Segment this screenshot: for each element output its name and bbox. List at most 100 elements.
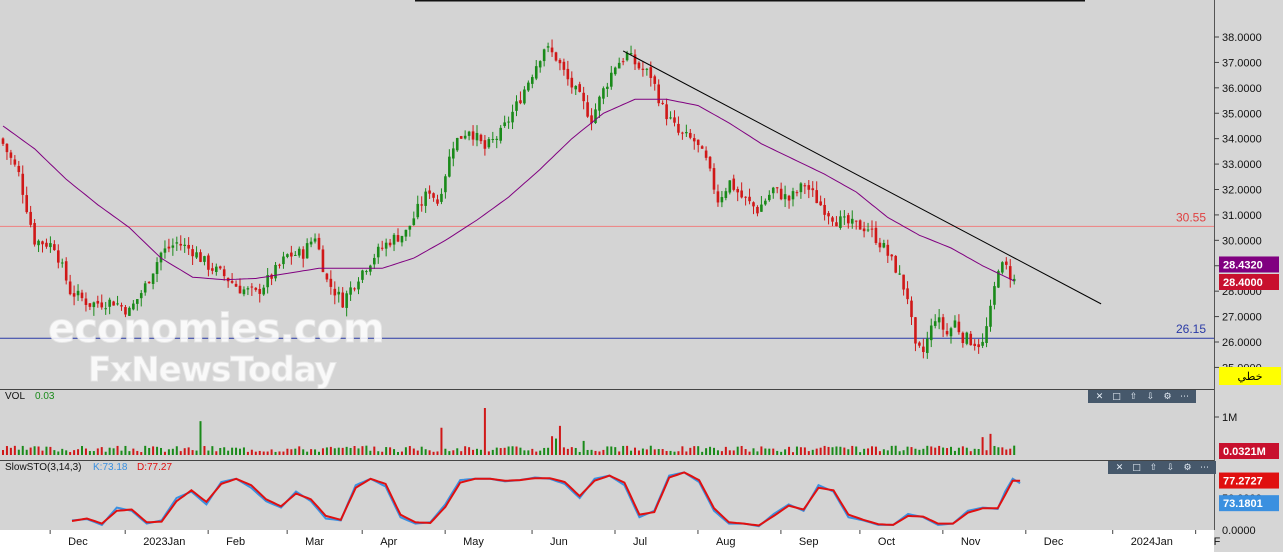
move-up-icon[interactable]: ⇧: [1129, 391, 1138, 402]
candle-body: [9, 152, 13, 158]
volume-bar: [41, 450, 44, 455]
volume-bar: [314, 449, 317, 455]
volume-bar: [84, 448, 87, 455]
close-icon[interactable]: ✕: [1115, 462, 1124, 473]
candle-body: [45, 242, 48, 247]
more-icon[interactable]: ⋯: [1180, 391, 1189, 402]
close-icon[interactable]: ✕: [1095, 391, 1104, 402]
time-tick-label: Oct: [878, 536, 895, 548]
volume-bar: [108, 447, 111, 455]
volume-bar: [487, 451, 490, 455]
volume-bar: [294, 448, 297, 455]
candle-body: [238, 285, 242, 294]
candle-body: [578, 84, 581, 92]
volume-bar: [953, 450, 956, 455]
move-up-icon[interactable]: ⇧: [1149, 462, 1158, 473]
volume-bar: [341, 447, 344, 455]
volume-bar: [724, 446, 727, 455]
chart-type-tag-bg[interactable]: [1219, 367, 1281, 385]
candle-body: [1001, 262, 1004, 273]
settings-icon[interactable]: ⚙: [1163, 391, 1172, 402]
time-tick-label: Feb: [226, 536, 245, 548]
candle-body: [21, 173, 25, 195]
candle-body: [827, 213, 830, 217]
trendline[interactable]: [622, 50, 1102, 305]
candle-body: [847, 215, 850, 224]
settings-icon[interactable]: ⚙: [1183, 462, 1192, 473]
volume-bar: [235, 447, 238, 455]
candle-body: [80, 292, 84, 299]
candle-body: [878, 242, 882, 248]
candle-body: [171, 245, 175, 248]
candle-body: [13, 159, 17, 165]
candle-body: [365, 271, 368, 273]
candle-body: [515, 101, 518, 111]
stochastic-d-badge: 77.2727: [1223, 476, 1263, 488]
more-icon[interactable]: ⋯: [1200, 462, 1209, 473]
candle-body: [531, 77, 534, 84]
stochastic-pane-toolbar: ✕ □ ⇧ ⇩ ⚙ ⋯: [1108, 461, 1216, 474]
volume-bar: [420, 446, 423, 455]
candle-body: [554, 52, 558, 61]
candle-body: [270, 274, 273, 279]
volume-bar: [713, 447, 715, 455]
candle-body: [870, 228, 874, 230]
restore-icon[interactable]: □: [1132, 462, 1141, 473]
volume-bar: [503, 447, 506, 455]
volume-bar: [258, 450, 261, 455]
candle-body: [1012, 278, 1016, 282]
volume-bar: [657, 449, 660, 455]
candle-body: [179, 243, 183, 246]
volume-bar: [81, 446, 83, 455]
candle-body: [795, 192, 799, 194]
volume-bar: [681, 446, 684, 455]
candle-body: [961, 332, 965, 344]
candle-body: [112, 301, 115, 306]
chart-type-tag[interactable]: خطي: [1238, 371, 1263, 383]
candle-body: [910, 300, 913, 318]
candle-body: [396, 235, 400, 242]
volume-bar: [333, 448, 336, 455]
volume-bar: [637, 450, 640, 455]
candle-body: [282, 256, 285, 265]
candle-body: [215, 266, 218, 272]
last-price-badge-bg: [1219, 274, 1279, 290]
volume-bar: [254, 451, 257, 455]
volume-value: 0.03: [35, 391, 55, 402]
price-tick-label: 38.0000: [1222, 32, 1262, 44]
volume-bar: [811, 449, 814, 455]
candle-body: [854, 220, 858, 222]
candle-body: [84, 298, 88, 305]
volume-bar: [302, 449, 305, 455]
candle-body: [88, 303, 92, 307]
volume-bar: [922, 448, 925, 455]
candle-body: [610, 72, 613, 87]
volume-bar: [689, 447, 692, 455]
candle-body: [301, 249, 305, 259]
volume-bar: [472, 449, 475, 455]
volume-bar: [795, 446, 798, 455]
candle-body: [692, 138, 696, 142]
volume-bar: [444, 448, 447, 455]
time-tick-label: May: [463, 536, 484, 548]
candle-body: [60, 262, 64, 264]
volume-bar: [886, 450, 889, 455]
candle-body: [222, 269, 226, 277]
candle-body: [455, 137, 459, 151]
move-down-icon[interactable]: ⇩: [1146, 391, 1155, 402]
volume-bar: [851, 445, 854, 455]
volume-bar: [511, 446, 514, 455]
candle-body: [459, 136, 463, 139]
candle-body: [546, 46, 550, 48]
volume-bar: [9, 447, 12, 455]
volume-bar: [144, 445, 147, 455]
volume-bar: [88, 451, 91, 455]
volume-title: VOL: [5, 391, 25, 402]
restore-icon[interactable]: □: [1112, 391, 1121, 402]
stochastic-d-label: D:77.27: [137, 462, 172, 473]
move-down-icon[interactable]: ⇩: [1166, 462, 1175, 473]
candle-body: [933, 321, 937, 326]
volume-bar: [871, 446, 873, 455]
candle-body: [926, 338, 929, 354]
volume-bar: [531, 448, 534, 455]
